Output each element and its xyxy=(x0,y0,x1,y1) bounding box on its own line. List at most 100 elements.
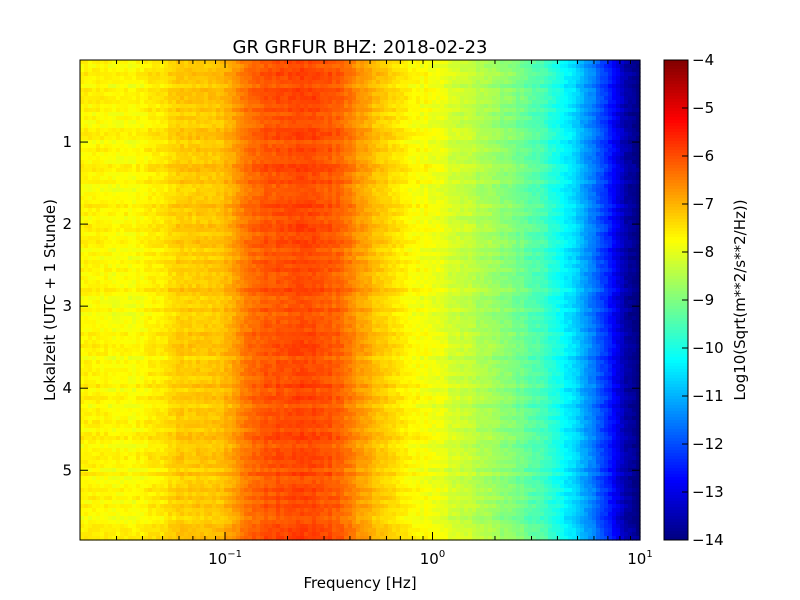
heatmap-cell xyxy=(156,252,161,257)
heatmap-cell xyxy=(200,536,205,541)
heatmap-cell xyxy=(244,344,249,349)
heatmap-cell xyxy=(216,440,221,445)
heatmap-cell xyxy=(244,328,249,333)
heatmap-cell xyxy=(168,468,173,473)
heatmap-cell xyxy=(128,404,133,409)
heatmap-cell xyxy=(124,476,129,481)
heatmap-cell xyxy=(240,224,245,229)
heatmap-cell xyxy=(144,180,149,185)
heatmap-cell xyxy=(216,412,221,417)
heatmap-cell xyxy=(96,360,101,365)
heatmap-cell xyxy=(200,460,205,465)
heatmap-cell xyxy=(228,112,233,117)
heatmap-cell xyxy=(152,476,157,481)
heatmap-cell xyxy=(96,180,101,185)
heatmap-cell xyxy=(116,284,121,289)
heatmap-cell xyxy=(152,324,157,329)
heatmap-cell xyxy=(236,92,241,97)
heatmap-cell xyxy=(208,72,213,77)
heatmap-cell xyxy=(92,344,97,349)
heatmap-cell xyxy=(212,488,217,493)
heatmap-cell xyxy=(108,228,113,233)
heatmap-cell xyxy=(148,468,153,473)
heatmap-cell xyxy=(92,536,97,541)
heatmap-cell xyxy=(180,232,185,237)
heatmap-cell xyxy=(212,232,217,237)
heatmap-cell xyxy=(148,364,153,369)
heatmap-cell xyxy=(224,348,229,353)
heatmap-cell xyxy=(200,344,205,349)
heatmap-cell xyxy=(208,436,213,441)
heatmap-cell xyxy=(132,136,137,141)
heatmap-cell xyxy=(220,124,225,129)
heatmap-cell xyxy=(236,212,241,217)
heatmap-cell xyxy=(136,120,141,125)
heatmap-cell xyxy=(232,224,237,229)
heatmap-cell xyxy=(212,536,217,541)
heatmap-cell xyxy=(172,96,177,101)
heatmap-cell xyxy=(96,324,101,329)
heatmap-cell xyxy=(80,188,85,193)
heatmap-cell xyxy=(192,500,197,505)
heatmap-cell xyxy=(120,284,125,289)
heatmap-cell xyxy=(164,88,169,93)
heatmap-cell xyxy=(104,252,109,257)
heatmap-cell xyxy=(196,460,201,465)
heatmap-cell xyxy=(208,188,213,193)
heatmap-cell xyxy=(148,164,153,169)
heatmap-cell xyxy=(144,352,149,357)
heatmap-cell xyxy=(196,484,201,489)
heatmap-cell xyxy=(152,96,157,101)
heatmap-cell xyxy=(152,264,157,269)
heatmap-cell xyxy=(112,420,117,425)
heatmap-cell xyxy=(88,496,93,501)
heatmap-cell xyxy=(216,400,221,405)
heatmap-cell xyxy=(80,160,85,165)
heatmap-cell xyxy=(156,84,161,89)
heatmap-cell xyxy=(168,252,173,257)
heatmap-cell xyxy=(120,308,125,313)
heatmap-cell xyxy=(84,248,89,253)
heatmap-cell xyxy=(88,364,93,369)
heatmap-cell xyxy=(200,424,205,429)
heatmap-cell xyxy=(144,140,149,145)
heatmap-cell xyxy=(184,528,189,533)
heatmap-cell xyxy=(240,208,245,213)
heatmap-cell xyxy=(116,292,121,297)
heatmap-cell xyxy=(108,232,113,237)
heatmap-cell xyxy=(232,148,237,153)
heatmap-cell xyxy=(84,184,89,189)
heatmap-cell xyxy=(100,116,105,121)
heatmap-cell xyxy=(92,312,97,317)
heatmap-cell xyxy=(188,492,193,497)
heatmap-cell xyxy=(88,140,93,145)
heatmap-cell xyxy=(244,316,249,321)
heatmap-cell xyxy=(200,156,205,161)
heatmap-cell xyxy=(80,312,85,317)
heatmap-cell xyxy=(92,208,97,213)
heatmap-cell xyxy=(152,72,157,77)
heatmap-cell xyxy=(172,448,177,453)
heatmap-cell xyxy=(80,492,85,497)
heatmap-cell xyxy=(80,240,85,245)
heatmap-cell xyxy=(148,508,153,513)
heatmap-cell xyxy=(80,504,85,509)
heatmap-cell xyxy=(232,532,237,537)
heatmap-cell xyxy=(80,124,85,129)
heatmap-cell xyxy=(168,240,173,245)
heatmap-cell xyxy=(180,376,185,381)
heatmap-cell xyxy=(208,96,213,101)
heatmap-cell xyxy=(176,356,181,361)
heatmap-cell xyxy=(144,440,149,445)
heatmap-cell xyxy=(232,116,237,121)
heatmap-cell xyxy=(216,472,221,477)
heatmap-cell xyxy=(184,368,189,373)
heatmap-cell xyxy=(164,408,169,413)
heatmap-cell xyxy=(244,296,249,301)
heatmap-cell xyxy=(192,344,197,349)
heatmap-cell xyxy=(244,264,249,269)
heatmap-cell xyxy=(220,168,225,173)
heatmap-cell xyxy=(156,452,161,457)
heatmap-cell xyxy=(96,460,101,465)
heatmap-cell xyxy=(172,276,177,281)
